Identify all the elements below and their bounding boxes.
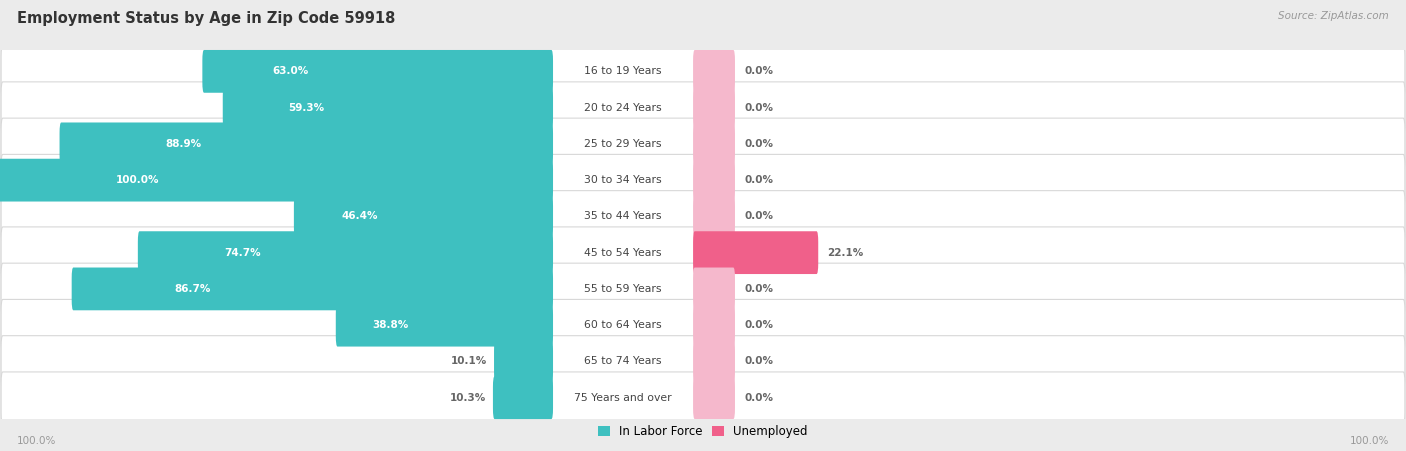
Legend: In Labor Force, Unemployed: In Labor Force, Unemployed — [593, 420, 813, 443]
Text: 45 to 54 Years: 45 to 54 Years — [585, 248, 662, 258]
Text: 16 to 19 Years: 16 to 19 Years — [585, 66, 662, 76]
Text: 0.0%: 0.0% — [744, 175, 773, 185]
Text: 88.9%: 88.9% — [166, 139, 202, 149]
Text: Employment Status by Age in Zip Code 59918: Employment Status by Age in Zip Code 599… — [17, 11, 395, 26]
FancyBboxPatch shape — [693, 231, 818, 274]
Text: 30 to 34 Years: 30 to 34 Years — [585, 175, 662, 185]
FancyBboxPatch shape — [1, 118, 1405, 170]
Text: 38.8%: 38.8% — [373, 320, 409, 330]
FancyBboxPatch shape — [693, 340, 735, 383]
Text: 74.7%: 74.7% — [224, 248, 260, 258]
FancyBboxPatch shape — [1, 82, 1405, 133]
Text: 65 to 74 Years: 65 to 74 Years — [585, 356, 662, 366]
FancyBboxPatch shape — [1, 263, 1405, 315]
FancyBboxPatch shape — [222, 86, 553, 129]
FancyBboxPatch shape — [1, 336, 1405, 387]
Text: 86.7%: 86.7% — [174, 284, 211, 294]
FancyBboxPatch shape — [72, 267, 553, 310]
Text: Source: ZipAtlas.com: Source: ZipAtlas.com — [1278, 11, 1389, 21]
Text: 35 to 44 Years: 35 to 44 Years — [585, 212, 662, 221]
FancyBboxPatch shape — [294, 195, 553, 238]
FancyBboxPatch shape — [336, 304, 553, 346]
FancyBboxPatch shape — [1, 299, 1405, 351]
FancyBboxPatch shape — [693, 304, 735, 346]
FancyBboxPatch shape — [693, 159, 735, 202]
FancyBboxPatch shape — [693, 376, 735, 419]
Text: 10.1%: 10.1% — [451, 356, 488, 366]
Text: 10.3%: 10.3% — [450, 393, 486, 403]
Text: 0.0%: 0.0% — [744, 212, 773, 221]
Text: 0.0%: 0.0% — [744, 320, 773, 330]
Text: 0.0%: 0.0% — [744, 393, 773, 403]
Text: 0.0%: 0.0% — [744, 66, 773, 76]
FancyBboxPatch shape — [494, 340, 553, 383]
FancyBboxPatch shape — [693, 195, 735, 238]
Text: 100.0%: 100.0% — [1350, 437, 1389, 446]
FancyBboxPatch shape — [693, 86, 735, 129]
FancyBboxPatch shape — [693, 50, 735, 93]
Text: 60 to 64 Years: 60 to 64 Years — [585, 320, 662, 330]
FancyBboxPatch shape — [693, 123, 735, 165]
Text: 63.0%: 63.0% — [273, 66, 309, 76]
FancyBboxPatch shape — [1, 191, 1405, 242]
FancyBboxPatch shape — [1, 154, 1405, 206]
Text: 100.0%: 100.0% — [17, 437, 56, 446]
Text: 0.0%: 0.0% — [744, 103, 773, 113]
Text: 55 to 59 Years: 55 to 59 Years — [585, 284, 662, 294]
FancyBboxPatch shape — [0, 159, 553, 202]
FancyBboxPatch shape — [59, 123, 553, 165]
FancyBboxPatch shape — [202, 50, 553, 93]
Text: 59.3%: 59.3% — [288, 103, 325, 113]
Text: 0.0%: 0.0% — [744, 356, 773, 366]
FancyBboxPatch shape — [494, 376, 553, 419]
Text: 0.0%: 0.0% — [744, 139, 773, 149]
FancyBboxPatch shape — [138, 231, 553, 274]
Text: 20 to 24 Years: 20 to 24 Years — [585, 103, 662, 113]
Text: 100.0%: 100.0% — [117, 175, 160, 185]
FancyBboxPatch shape — [693, 267, 735, 310]
Text: 75 Years and over: 75 Years and over — [574, 393, 672, 403]
Text: 0.0%: 0.0% — [744, 284, 773, 294]
Text: 22.1%: 22.1% — [828, 248, 863, 258]
FancyBboxPatch shape — [1, 372, 1405, 423]
FancyBboxPatch shape — [1, 46, 1405, 97]
Text: 46.4%: 46.4% — [342, 212, 378, 221]
Text: 25 to 29 Years: 25 to 29 Years — [585, 139, 662, 149]
FancyBboxPatch shape — [1, 227, 1405, 278]
